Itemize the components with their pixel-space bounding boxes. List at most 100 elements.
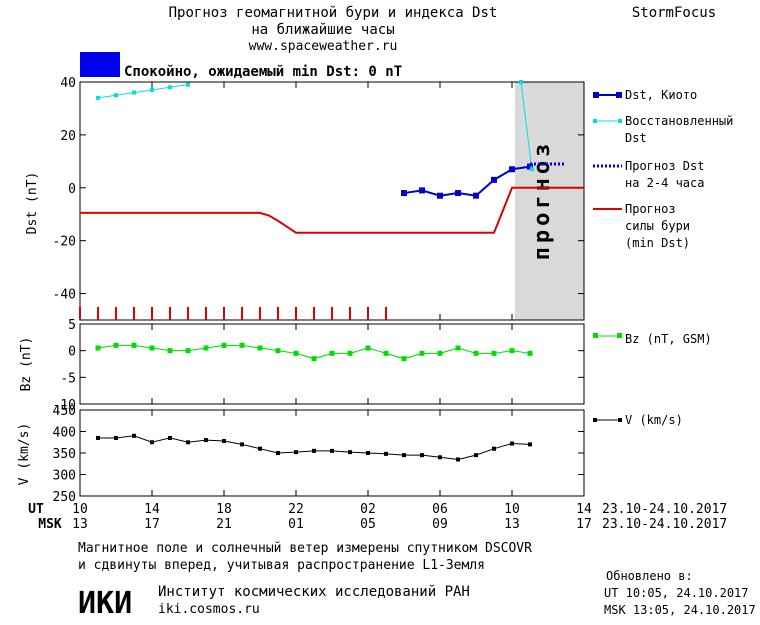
restored-dst-point: [114, 93, 118, 98]
msk-tick-label: 09: [432, 517, 448, 532]
v-point: [330, 448, 334, 453]
bz-point: [473, 350, 479, 356]
dst-ytick-label: 40: [60, 76, 76, 91]
bz-point: [131, 342, 137, 348]
v-panel: 450 400 350 300 250 V (km/s): [17, 404, 585, 505]
ut-tick-label: 10: [504, 502, 520, 517]
legend-v-text: V (km/s): [625, 413, 683, 427]
v-ytick-label: 300: [53, 469, 76, 484]
v-point: [312, 448, 316, 453]
legend-dst-kyoto: Dst, Киото: [593, 88, 697, 102]
legend-restored-marker: [593, 119, 597, 123]
bz-panel: 5 0 -5 -10 Bz (nT): [19, 318, 585, 413]
legend-storm-text-1: Прогноз: [625, 202, 676, 216]
bz-point: [185, 348, 191, 354]
v-ytick-label: 250: [53, 490, 76, 505]
restored-dst-point: [168, 85, 172, 90]
dst-panel: прогноз 40 20 0 -20 -40 Dst (nT): [25, 76, 585, 321]
v-point: [456, 457, 460, 462]
legend: Dst, Киото Восстановленный Dst Прогноз D…: [593, 88, 733, 427]
ut-label: UT: [28, 502, 44, 517]
msk-tick-label: 13: [504, 517, 520, 532]
bz-point: [491, 350, 497, 356]
bz-point: [167, 348, 173, 354]
institute-site: iki.cosmos.ru: [158, 602, 260, 617]
bz-point: [293, 350, 299, 356]
legend-dst-kyoto-marker: [616, 92, 622, 98]
dst-marks: 40 20 0 -20 -40: [53, 76, 585, 320]
v-point: [294, 450, 298, 455]
status-text: Спокойно, ожидаемый min Dst: 0 nT: [124, 64, 402, 80]
dst-plot-frame: [79, 81, 585, 321]
status-color-box: [80, 52, 120, 77]
v-point: [204, 438, 208, 443]
v-ylabel: V (km/s): [17, 423, 32, 486]
bz-point: [329, 350, 335, 356]
ut-tick-label: 18: [216, 502, 232, 517]
legend-v-marker: [618, 418, 622, 422]
ut-tick-label: 10: [72, 502, 88, 517]
bz-point: [401, 356, 407, 362]
ut-tick-label: 14: [144, 502, 160, 517]
restored-dst-line: [97, 84, 189, 99]
v-point: [384, 451, 388, 456]
bz-point: [203, 345, 209, 351]
v-ytick-label: 400: [53, 426, 76, 441]
legend-forecast-text-1: Прогноз Dst: [625, 159, 704, 173]
legend-storm-forecast: Прогноз силы бури (min Dst): [593, 202, 690, 250]
bz-ytick-label: 5: [68, 318, 76, 333]
legend-bz: Bz (nT, GSM): [593, 332, 712, 346]
legend-bz-marker: [593, 333, 598, 338]
dst-kyoto-point: [509, 166, 515, 173]
msk-date-range: 23.10-24.10.2017: [602, 517, 727, 532]
legend-restored-marker: [618, 119, 622, 123]
restored-dst-tail-point: [519, 80, 523, 84]
institute-name: Институт космических исследований РАН: [158, 584, 470, 600]
bz-point: [455, 345, 461, 351]
bz-point: [347, 350, 353, 356]
msk-label: MSK: [38, 517, 62, 532]
forecast-zone-label: прогноз: [530, 140, 555, 261]
v-ytick-label: 450: [53, 404, 76, 419]
bz-point: [257, 345, 263, 351]
v-marks: 450 400 350 300 250: [53, 404, 585, 505]
bz-point: [437, 350, 443, 356]
v-point: [492, 446, 496, 451]
restored-dst-point: [186, 82, 190, 87]
v-point: [222, 438, 226, 443]
restored-dst-point: [96, 95, 100, 100]
dst-kyoto-point: [491, 176, 497, 183]
v-point: [402, 453, 406, 458]
v-point: [186, 440, 190, 445]
legend-dst-kyoto-text: Dst, Киото: [625, 88, 697, 102]
brand-name: StormFocus: [632, 5, 716, 21]
iki-logo: ИКИ: [78, 586, 132, 620]
bz-point: [383, 350, 389, 356]
v-point: [258, 446, 262, 451]
v-point: [240, 442, 244, 447]
note-line-2: и сдвинуты вперед, учитывая распростране…: [78, 558, 485, 573]
msk-tick-label: 05: [360, 517, 376, 532]
ut-tick-label: 22: [288, 502, 304, 517]
v-point: [96, 435, 100, 440]
bz-ylabel: Bz (nT): [19, 337, 34, 392]
note-line-1: Магнитное поле и солнечный ветер измерен…: [78, 541, 532, 556]
dst-kyoto-point: [527, 163, 533, 170]
legend-forecast-dst: Прогноз Dst на 2-4 часа: [593, 159, 704, 190]
legend-bz-marker: [617, 333, 622, 338]
time-tick-labels: 10 14 18 22 02 06 10 14 13 17 21 01 05 09 13 17: [72, 502, 592, 532]
dst-kyoto-point: [473, 192, 479, 199]
bz-plot-frame: [79, 323, 585, 405]
dst-ytick-label: -20: [53, 235, 76, 250]
legend-storm-text-3: (min Dst): [625, 236, 690, 250]
restored-dst-tail-line: [520, 81, 533, 170]
bz-ytick-label: 0: [68, 345, 76, 360]
bz-marks: 5 0 -5 -10: [53, 318, 585, 413]
v-point: [528, 442, 532, 447]
bz-ytick-label: -5: [60, 371, 76, 386]
bz-point: [509, 348, 515, 354]
bz-point: [239, 342, 245, 348]
storm-forecast-line: [80, 186, 584, 234]
